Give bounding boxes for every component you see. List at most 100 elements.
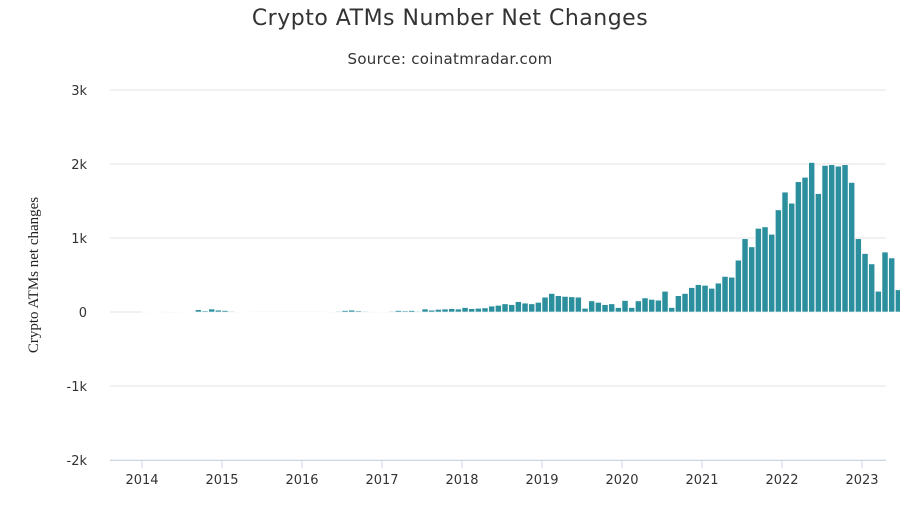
- bar[interactable]: [835, 165, 842, 313]
- bar[interactable]: [801, 177, 809, 313]
- bar[interactable]: [355, 310, 362, 313]
- bar[interactable]: [428, 309, 436, 313]
- bar[interactable]: [641, 297, 649, 313]
- bar[interactable]: [868, 263, 876, 313]
- bar[interactable]: [261, 311, 269, 313]
- bar[interactable]: [148, 311, 156, 313]
- bar[interactable]: [368, 311, 376, 313]
- bar[interactable]: [188, 311, 196, 313]
- bar[interactable]: [481, 307, 489, 313]
- bar[interactable]: [155, 311, 162, 313]
- bar[interactable]: [348, 309, 356, 313]
- bar[interactable]: [461, 307, 469, 313]
- bar[interactable]: [808, 162, 816, 313]
- bar[interactable]: [275, 311, 282, 313]
- bar[interactable]: [728, 276, 736, 313]
- bar[interactable]: [875, 290, 882, 313]
- bar[interactable]: [335, 310, 342, 313]
- bar[interactable]: [375, 311, 382, 313]
- bar[interactable]: [315, 311, 322, 313]
- bar[interactable]: [748, 246, 756, 313]
- bar[interactable]: [681, 293, 689, 313]
- bar[interactable]: [535, 302, 542, 313]
- bar[interactable]: [881, 251, 889, 313]
- bar[interactable]: [295, 311, 302, 313]
- bar[interactable]: [788, 202, 796, 313]
- bar[interactable]: [541, 296, 549, 313]
- bar[interactable]: [708, 288, 716, 313]
- bar[interactable]: [228, 310, 236, 313]
- bar[interactable]: [888, 257, 896, 313]
- bar[interactable]: [608, 303, 616, 313]
- bar[interactable]: [475, 307, 482, 313]
- bar[interactable]: [288, 311, 296, 313]
- bar[interactable]: [561, 296, 569, 313]
- bar[interactable]: [495, 305, 502, 313]
- bar[interactable]: [721, 276, 729, 313]
- bar[interactable]: [621, 300, 629, 313]
- bar[interactable]: [615, 307, 622, 313]
- bar[interactable]: [395, 310, 402, 313]
- bar[interactable]: [735, 259, 742, 313]
- bar[interactable]: [695, 284, 702, 313]
- bar[interactable]: [421, 308, 429, 313]
- bar[interactable]: [321, 311, 329, 313]
- bar[interactable]: [455, 308, 462, 313]
- bar[interactable]: [761, 226, 769, 313]
- bar[interactable]: [221, 310, 229, 313]
- bar[interactable]: [501, 303, 509, 313]
- bar[interactable]: [628, 307, 636, 313]
- bar[interactable]: [548, 293, 556, 313]
- bar[interactable]: [635, 300, 642, 313]
- bar[interactable]: [795, 181, 802, 313]
- bar[interactable]: [161, 311, 169, 313]
- bar[interactable]: [601, 304, 609, 313]
- bar[interactable]: [581, 307, 589, 313]
- bar[interactable]: [755, 228, 762, 313]
- bar[interactable]: [515, 301, 522, 313]
- bar[interactable]: [855, 238, 862, 313]
- bar[interactable]: [741, 238, 749, 313]
- bar[interactable]: [241, 311, 249, 313]
- bar[interactable]: [861, 253, 869, 313]
- bar[interactable]: [215, 309, 222, 313]
- bar[interactable]: [715, 282, 722, 313]
- bar[interactable]: [388, 310, 396, 313]
- bar[interactable]: [201, 310, 209, 313]
- bar[interactable]: [175, 311, 182, 313]
- bar[interactable]: [268, 311, 276, 313]
- bar[interactable]: [588, 300, 596, 313]
- bar[interactable]: [415, 310, 422, 313]
- bar[interactable]: [848, 182, 856, 313]
- bar[interactable]: [781, 191, 789, 313]
- bar[interactable]: [775, 209, 782, 313]
- bar[interactable]: [255, 311, 262, 313]
- bar[interactable]: [521, 302, 529, 313]
- bar[interactable]: [895, 289, 900, 313]
- bar[interactable]: [821, 165, 829, 313]
- bar[interactable]: [408, 310, 416, 313]
- bar[interactable]: [701, 285, 709, 313]
- bar[interactable]: [468, 308, 476, 313]
- bar[interactable]: [181, 311, 189, 313]
- bar[interactable]: [235, 311, 242, 313]
- bar[interactable]: [828, 164, 836, 313]
- bar[interactable]: [655, 299, 662, 313]
- bar[interactable]: [341, 310, 349, 313]
- bar[interactable]: [308, 311, 316, 313]
- bar[interactable]: [688, 287, 696, 313]
- bar[interactable]: [448, 308, 456, 313]
- bar[interactable]: [168, 311, 176, 313]
- bar[interactable]: [668, 307, 676, 313]
- bar[interactable]: [508, 304, 516, 313]
- bar[interactable]: [248, 311, 256, 313]
- bar[interactable]: [441, 308, 449, 313]
- bar[interactable]: [435, 309, 442, 313]
- bar[interactable]: [301, 311, 309, 313]
- bar[interactable]: [488, 305, 496, 313]
- bar[interactable]: [815, 193, 822, 313]
- bar[interactable]: [575, 296, 582, 313]
- bar[interactable]: [401, 310, 409, 313]
- bar[interactable]: [381, 311, 389, 313]
- bar[interactable]: [661, 290, 669, 313]
